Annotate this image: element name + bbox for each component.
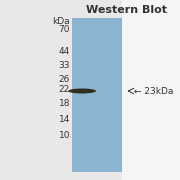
- Bar: [122, 0, 180, 180]
- Text: 22: 22: [59, 84, 70, 93]
- Text: kDa: kDa: [52, 17, 70, 26]
- Bar: [72, 18, 122, 172]
- Text: 44: 44: [59, 48, 70, 57]
- Ellipse shape: [68, 89, 96, 93]
- Text: 33: 33: [58, 60, 70, 69]
- Text: 70: 70: [58, 26, 70, 35]
- Text: Western Blot: Western Blot: [86, 5, 166, 15]
- Text: 10: 10: [58, 132, 70, 141]
- Text: 18: 18: [58, 98, 70, 107]
- Text: 14: 14: [59, 114, 70, 123]
- Text: 26: 26: [59, 75, 70, 84]
- Text: ← 23kDa: ← 23kDa: [134, 87, 174, 96]
- Bar: [0, 0, 72, 180]
